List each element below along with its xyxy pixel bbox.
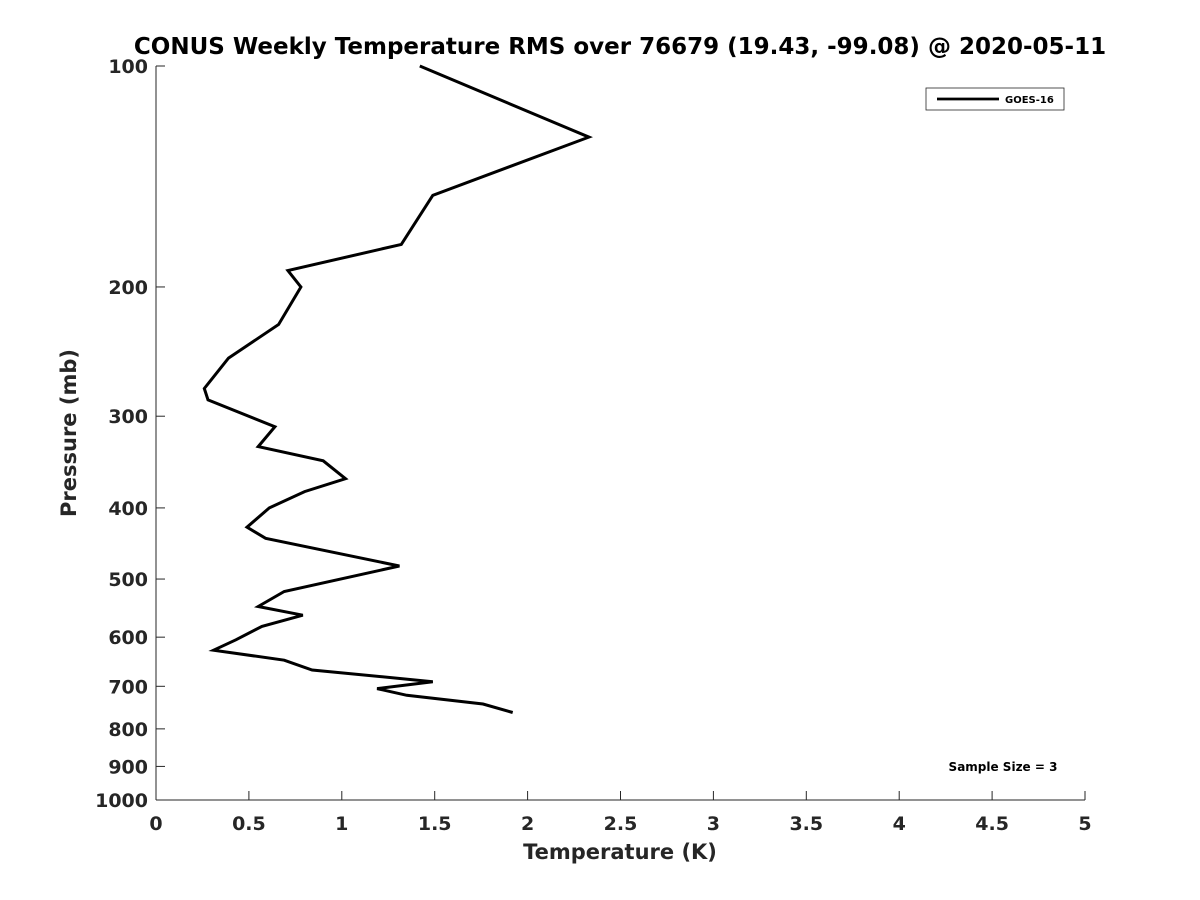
- sample-size-annotation: Sample Size = 3: [949, 760, 1058, 774]
- y-tick-label: 300: [108, 406, 148, 428]
- y-axis-label: Pressure (mb): [57, 349, 81, 517]
- y-tick-label: 200: [108, 277, 148, 299]
- y-tick-label: 400: [108, 498, 148, 520]
- x-tick-label: 4: [893, 813, 906, 835]
- x-tick-label: 4.5: [975, 813, 1009, 835]
- x-tick-label: 3: [707, 813, 720, 835]
- legend-entry-goes-16: GOES-16: [1005, 95, 1054, 106]
- y-tick-label: 600: [108, 627, 148, 649]
- y-axis-ticks: 100 200 300 400 500 600 700 800 900 1000: [95, 56, 165, 812]
- x-tick-label: 1.5: [418, 813, 452, 835]
- y-tick-label: 1000: [95, 790, 148, 812]
- series-line-goes-16: [202, 64, 593, 714]
- y-tick-label: 100: [108, 56, 148, 78]
- x-tick-label: 1: [335, 813, 348, 835]
- x-tick-label: 0.5: [232, 813, 266, 835]
- chart-title: CONUS Weekly Temperature RMS over 76679 …: [134, 34, 1106, 60]
- x-tick-label: 3.5: [789, 813, 823, 835]
- y-tick-label: 700: [108, 676, 148, 698]
- x-tick-label: 2.5: [604, 813, 638, 835]
- series-group: [202, 64, 593, 714]
- x-axis-label: Temperature (K): [523, 840, 717, 864]
- y-tick-label: 500: [108, 569, 148, 591]
- x-tick-label: 5: [1078, 813, 1091, 835]
- y-tick-label: 800: [108, 719, 148, 741]
- x-tick-label: 0: [149, 813, 162, 835]
- x-tick-label: 2: [521, 813, 534, 835]
- y-tick-label: 900: [108, 756, 148, 778]
- x-axis-ticks: 0 0.5 1 1.5 2 2.5 3 3.5 4 4.5 5: [149, 791, 1092, 835]
- legend: GOES-16: [925, 87, 1065, 111]
